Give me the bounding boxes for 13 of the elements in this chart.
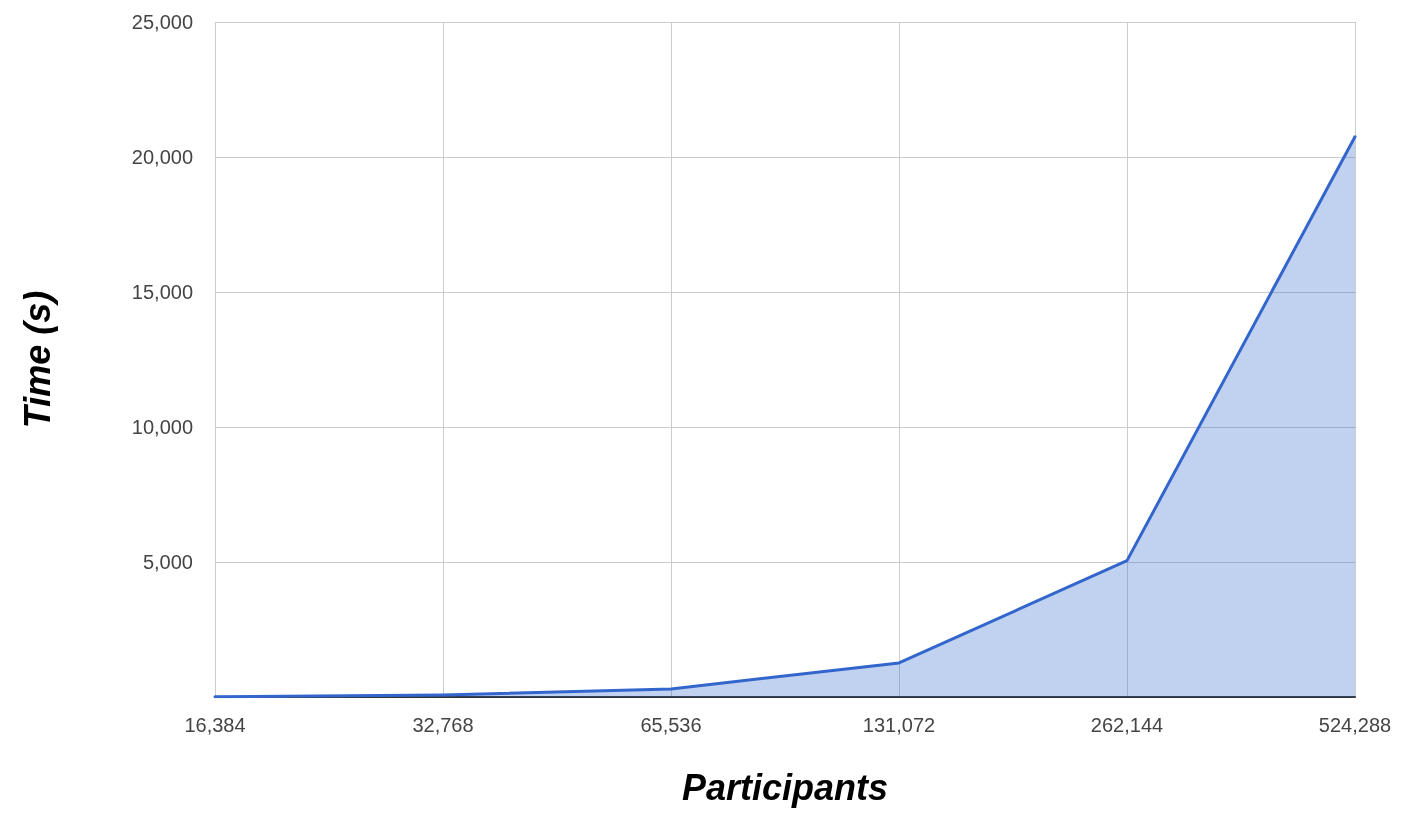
x-tick-label: 131,072 [862,714,936,736]
y-tick-label: 20,000 [131,146,193,168]
y-tick-label: 5,000 [142,551,193,573]
x-tick-label: 65,536 [640,714,702,736]
x-tick-label: 262,144 [1090,714,1164,736]
y-tick-label: 10,000 [131,416,193,438]
y-tick-label: 15,000 [131,281,193,303]
x-tick-label: 32,768 [412,714,474,736]
y-tick-label: 25,000 [131,11,193,33]
y-axis-title: Time (s) [16,290,58,429]
x-tick-label: 524,288 [1318,714,1392,736]
x-axis-title: Participants [681,766,889,808]
x-tick-label: 16,384 [184,714,246,736]
